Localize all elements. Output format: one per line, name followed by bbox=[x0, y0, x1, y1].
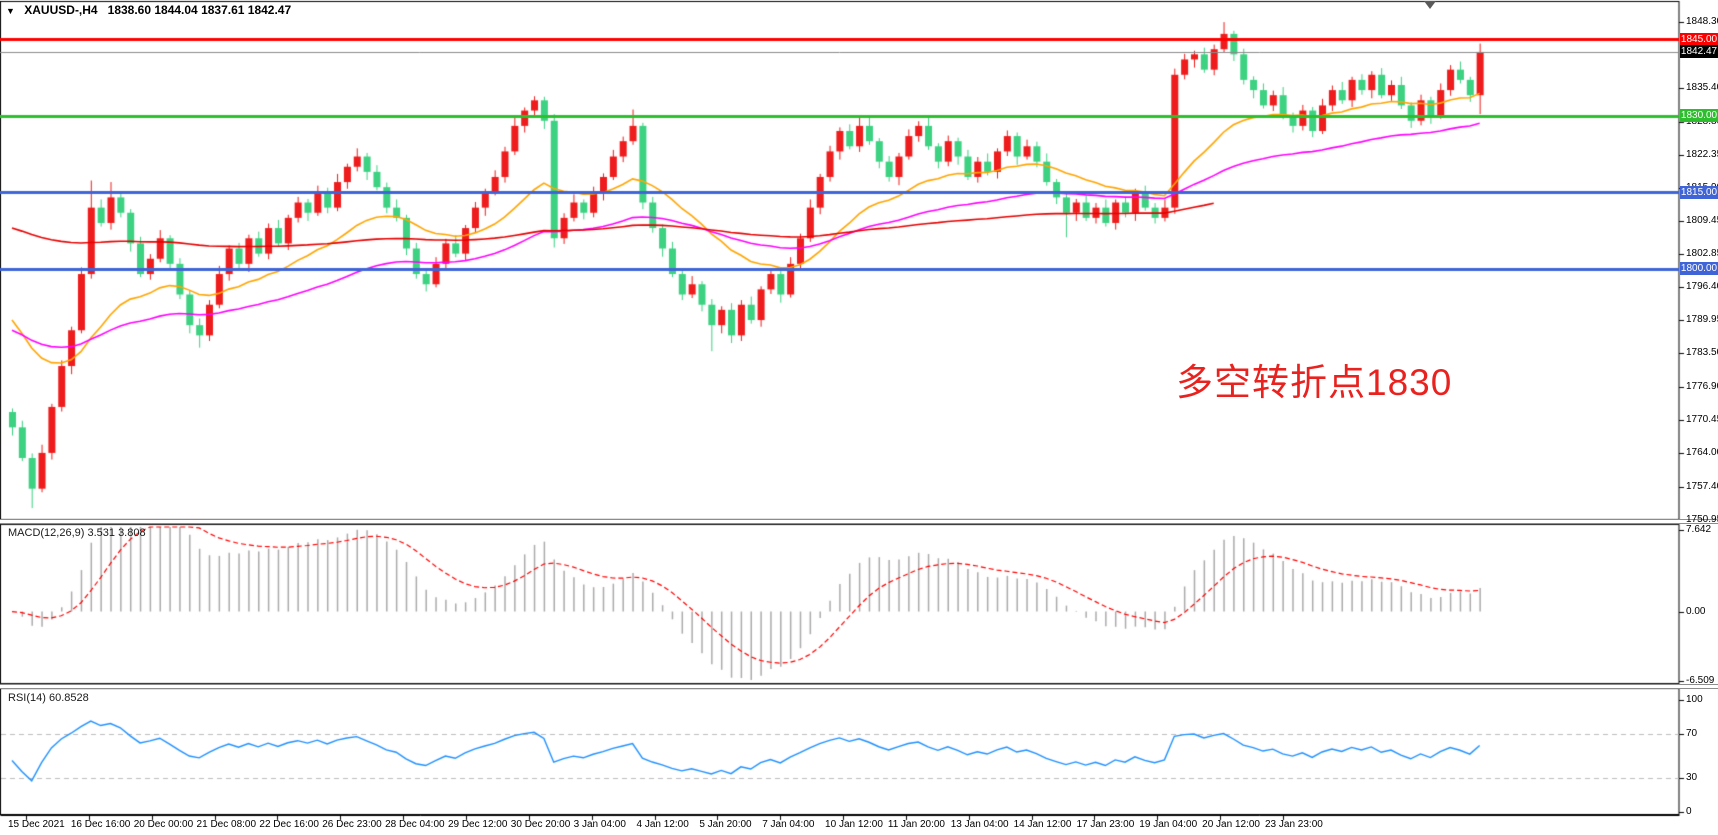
price-tick-label: 1822.35 bbox=[1686, 148, 1718, 160]
price-level-badge: 1800.00 bbox=[1680, 262, 1718, 276]
macd-tick-label: 7.642 bbox=[1686, 524, 1712, 535]
price-level-badge: 1842.47 bbox=[1680, 45, 1718, 59]
rsi-tick-label: 70 bbox=[1686, 727, 1698, 739]
time-axis-label: 19 Jan 04:00 bbox=[1139, 819, 1198, 830]
time-axis-label: 20 Dec 00:00 bbox=[133, 819, 194, 830]
symbol-timeframe-label: XAUUSD-,H4 bbox=[24, 3, 98, 17]
price-tick-label: 1776.90 bbox=[1686, 380, 1718, 392]
chevron-down-icon[interactable]: ▼ bbox=[6, 6, 15, 16]
time-axis-label: 26 Dec 23:00 bbox=[322, 819, 382, 830]
time-axis-label: 3 Jan 04:00 bbox=[573, 819, 626, 830]
time-axis-label: 10 Jan 12:00 bbox=[825, 819, 883, 830]
price-tick-label: 1809.45 bbox=[1686, 214, 1718, 226]
time-axis-label: 14 Jan 12:00 bbox=[1013, 819, 1072, 830]
chart-shift-marker-icon[interactable] bbox=[1424, 1, 1436, 9]
time-axis-label: 20 Jan 12:00 bbox=[1202, 819, 1260, 830]
price-level-badge: 1815.00 bbox=[1680, 185, 1718, 199]
time-axis-label: 16 Dec 16:00 bbox=[70, 819, 131, 830]
ohlc-values: 1838.60 1844.04 1837.61 1842.47 bbox=[107, 3, 292, 17]
rsi-tick-label: 30 bbox=[1686, 772, 1698, 784]
chart-text-annotation[interactable]: 多空转折点1830 bbox=[1176, 362, 1453, 403]
macd-indicator-label: MACD(12,26,9) 3.531 3.808 bbox=[8, 527, 146, 539]
price-tick-label: 1750.95 bbox=[1686, 513, 1718, 525]
panel-splitter-macd-rsi[interactable] bbox=[0, 684, 1718, 689]
time-axis-label: 15 Dec 2021 bbox=[8, 819, 65, 830]
time-axis-label: 7 Jan 04:00 bbox=[762, 819, 815, 830]
rsi-indicator-label: RSI(14) 60.8528 bbox=[8, 692, 89, 704]
time-axis-label: 29 Dec 12:00 bbox=[447, 819, 508, 830]
price-level-badge: 1845.00 bbox=[1680, 32, 1718, 46]
panel-splitter-main-macd[interactable] bbox=[0, 519, 1718, 524]
price-tick-label: 1770.45 bbox=[1686, 413, 1718, 425]
time-axis-label: 28 Dec 04:00 bbox=[385, 819, 445, 830]
time-axis-label: 22 Dec 16:00 bbox=[259, 819, 319, 830]
time-axis-label: 11 Jan 20:00 bbox=[887, 819, 945, 830]
price-tick-label: 1802.85 bbox=[1686, 248, 1718, 260]
price-tick-label: 1757.40 bbox=[1686, 480, 1718, 492]
time-axis-label: 21 Dec 08:00 bbox=[196, 819, 257, 830]
price-tick-label: 1764.00 bbox=[1686, 446, 1718, 458]
macd-values: 3.531 3.808 bbox=[87, 527, 146, 539]
rsi-tick-label: 0 bbox=[1686, 806, 1692, 817]
price-tick-label: 1835.40 bbox=[1686, 82, 1718, 94]
price-tick-label: 1783.50 bbox=[1686, 347, 1718, 359]
time-axis-label: 17 Jan 23:00 bbox=[1076, 819, 1135, 830]
macd-tick-label: 0.00 bbox=[1686, 605, 1706, 617]
rsi-tick-label: 100 bbox=[1686, 694, 1703, 705]
time-axis-label: 5 Jan 20:00 bbox=[699, 819, 752, 830]
time-axis-label: 13 Jan 04:00 bbox=[950, 819, 1009, 830]
macd-tick-label: -6.509 bbox=[1686, 675, 1715, 686]
price-tick-label: 1789.95 bbox=[1686, 314, 1718, 326]
price-tick-label: 1796.40 bbox=[1686, 281, 1718, 293]
time-axis-label: 30 Dec 20:00 bbox=[510, 819, 571, 830]
time-axis-label: 4 Jan 12:00 bbox=[636, 819, 689, 830]
price-tick-label: 1848.30 bbox=[1686, 16, 1718, 28]
price-level-badge: 1830.00 bbox=[1680, 109, 1718, 123]
time-axis-label: 23 Jan 23:00 bbox=[1265, 819, 1323, 830]
rsi-value: 60.8528 bbox=[48, 692, 89, 704]
chart-title: ▼ XAUUSD-,H4 1838.60 1844.04 1837.61 184… bbox=[6, 3, 291, 17]
